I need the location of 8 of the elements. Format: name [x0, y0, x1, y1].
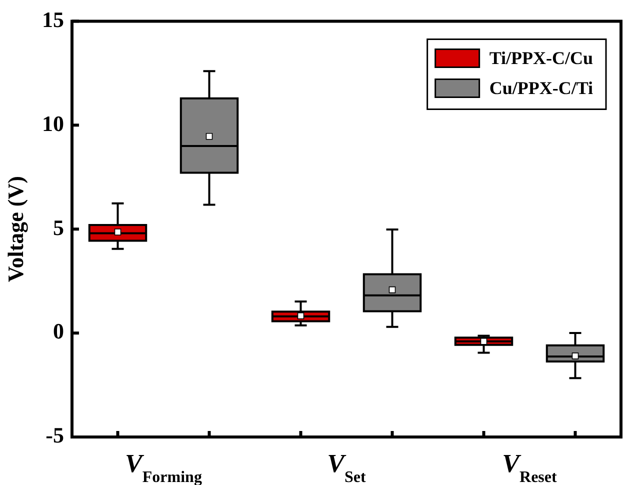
- y-axis-title: Voltage (V): [2, 176, 28, 282]
- y-tick-label: 10: [42, 110, 64, 136]
- y-tick-label: -5: [46, 422, 64, 448]
- y-tick-label: 0: [53, 318, 64, 344]
- legend-label: Ti/PPX-C/Cu: [489, 48, 594, 68]
- y-tick-label: 15: [42, 6, 64, 32]
- y-tick-label: 5: [53, 214, 64, 240]
- legend-label: Cu/PPX-C/Ti: [489, 78, 594, 98]
